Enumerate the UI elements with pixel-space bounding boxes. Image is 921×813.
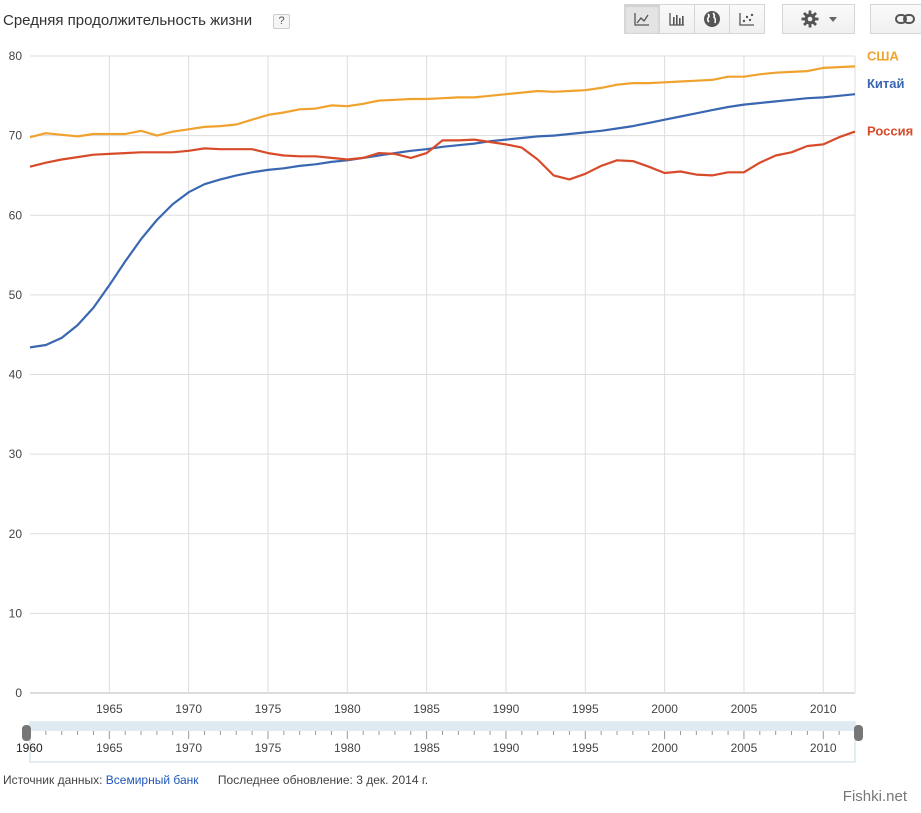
y-tick-label: 30 — [9, 447, 23, 461]
x-tick-label: 1990 — [493, 702, 520, 716]
y-tick-label: 60 — [9, 208, 23, 222]
slider-year-label: 2010 — [810, 741, 837, 755]
chart-title: Средняя продолжительность жизни — [3, 12, 253, 29]
series-line-3 — [29, 130, 856, 181]
last-updated: Последнее обновление: 3 дек. 2014 г. — [217, 773, 429, 787]
line-chart-button[interactable] — [624, 4, 660, 34]
series-line-1 — [29, 65, 856, 139]
axes: 0 10 20 30 40 50 60 70 80 1965 1970 1975 1980 1985 199… — [9, 49, 837, 716]
slider-year-label: 1990 — [493, 741, 520, 755]
x-tick-label: 2010 — [810, 702, 837, 716]
series-label-1: США — [867, 48, 899, 63]
data-source: Источник данных: Всемирный банк Последне… — [3, 773, 428, 787]
map-button[interactable] — [694, 4, 730, 34]
scatter-chart-button[interactable] — [729, 4, 765, 34]
source-label: Источник данных: — [3, 773, 103, 787]
scatter-chart-icon — [739, 13, 754, 26]
slider-year-label: 2005 — [731, 741, 758, 755]
x-tick-label: 2005 — [731, 702, 758, 716]
series-labels: США Китай Россия — [867, 48, 913, 138]
x-tick-label: 1965 — [96, 702, 123, 716]
series-lines — [29, 65, 856, 349]
line-chart: 0 10 20 30 40 50 60 70 80 1965 1970 1975 1980 1985 199… — [9, 48, 913, 763]
chart-type-toolbar — [624, 4, 765, 34]
slider-year-label: 1965 — [96, 741, 123, 755]
x-tick-label: 1985 — [413, 702, 440, 716]
link-icon — [895, 14, 915, 24]
chart-header: Средняя продолжительность жизни ? — [0, 0, 921, 44]
x-tick-label: 1995 — [572, 702, 599, 716]
x-tick-label: 1975 — [255, 702, 282, 716]
source-link[interactable]: Всемирный банк — [105, 773, 199, 787]
bar-chart-button[interactable] — [659, 4, 695, 34]
slider-right-handle[interactable] — [854, 725, 863, 741]
watermark: Fishki.net — [842, 788, 907, 805]
line-chart-icon — [634, 13, 649, 26]
settings-button[interactable] — [782, 4, 855, 34]
slider-year-label: 1975 — [255, 741, 282, 755]
x-tick-label: 2000 — [651, 702, 678, 716]
range-slider[interactable]: 1960 1965 1970 1975 1980 1985 1990 1995 2000 2005… — [16, 721, 863, 763]
y-tick-label: 70 — [9, 129, 23, 143]
grid — [30, 55, 856, 694]
slider-year-label: 1995 — [572, 741, 599, 755]
series-label-2: Китай — [867, 76, 905, 91]
help-badge[interactable]: ? — [273, 14, 290, 29]
bar-chart-icon — [669, 13, 684, 26]
series-label-3: Россия — [867, 124, 913, 139]
x-tick-label: 1980 — [334, 702, 361, 716]
globe-icon — [704, 11, 720, 27]
series-line-2 — [29, 93, 856, 349]
y-tick-label: 0 — [15, 686, 22, 700]
y-tick-label: 20 — [9, 527, 23, 541]
y-tick-label: 50 — [9, 288, 23, 302]
slider-year-label: 2000 — [651, 741, 678, 755]
x-tick-label: 1970 — [175, 702, 202, 716]
slider-start-label: 1960 — [16, 741, 43, 755]
chevron-down-icon — [828, 16, 837, 22]
y-tick-label: 80 — [9, 49, 23, 63]
y-tick-label: 10 — [9, 606, 23, 620]
slider-year-label: 1970 — [175, 741, 202, 755]
slider-ticks — [29, 731, 856, 739]
y-tick-label: 40 — [9, 368, 23, 382]
slider-year-label: 1980 — [334, 741, 361, 755]
link-button[interactable] — [870, 4, 921, 34]
slider-year-label: 1985 — [413, 741, 440, 755]
slider-selection-bar — [30, 722, 855, 731]
slider-left-handle[interactable] — [22, 725, 31, 741]
gear-icon — [801, 10, 818, 28]
